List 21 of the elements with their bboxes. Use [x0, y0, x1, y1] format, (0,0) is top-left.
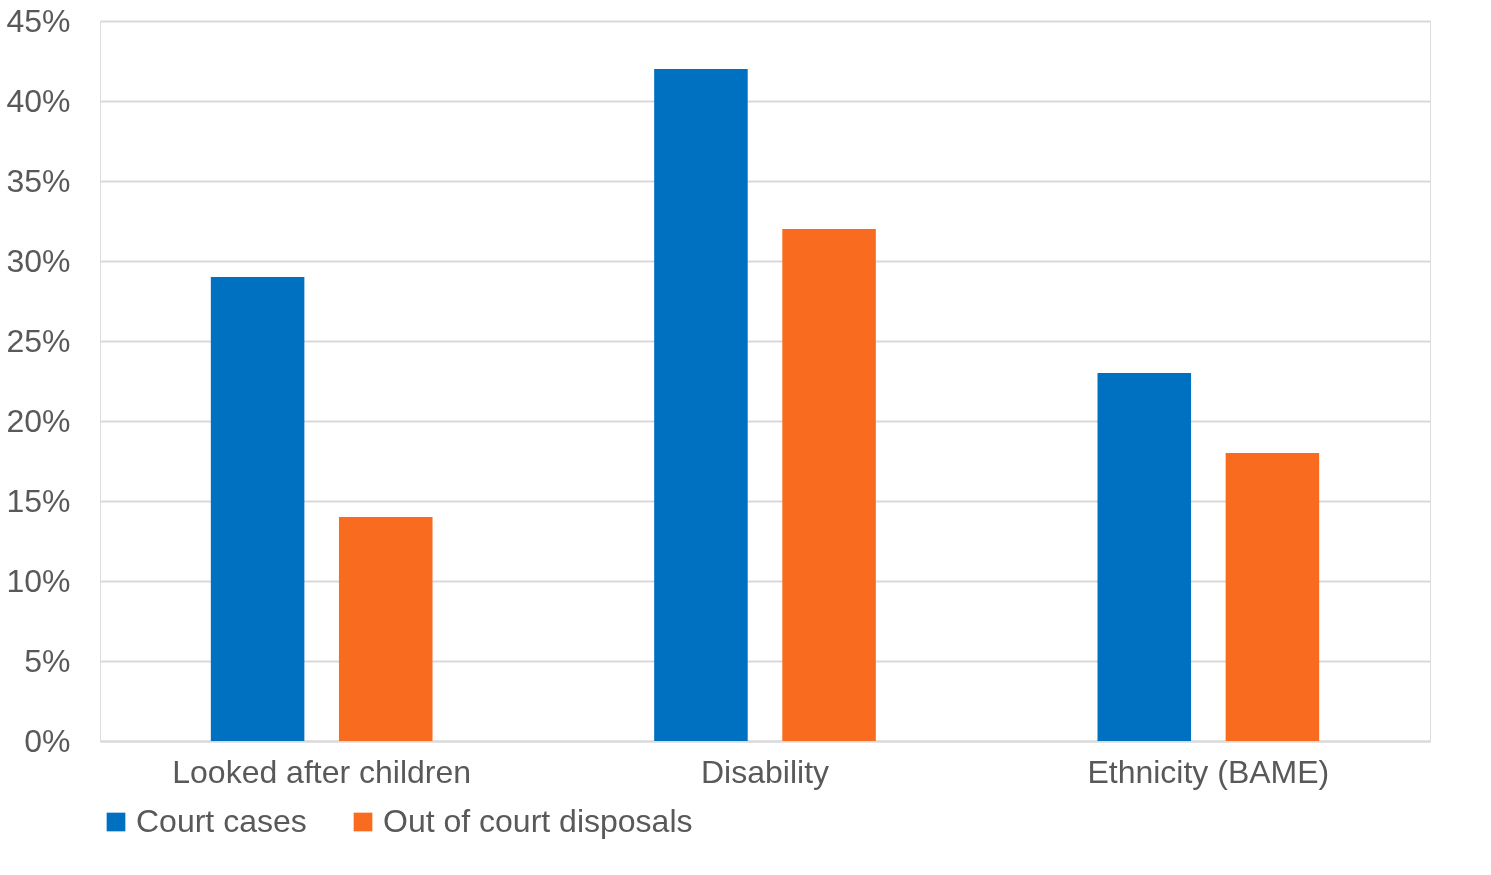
bar — [1225, 453, 1320, 741]
y-tick-label: 30% — [6, 242, 71, 279]
y-tick-label: 35% — [6, 162, 71, 199]
bar — [782, 229, 876, 741]
y-tick-label: 10% — [6, 562, 71, 599]
bar — [1097, 373, 1192, 741]
legend-label: Out of court disposals — [383, 803, 693, 839]
x-tick-label: Ethnicity (BAME) — [1087, 753, 1330, 790]
legend-label: Court cases — [136, 803, 307, 839]
y-tick-label: 40% — [6, 82, 71, 119]
y-tick-label: 20% — [6, 402, 71, 439]
y-tick-label: 45% — [6, 2, 71, 39]
y-tick-label: 0% — [24, 722, 71, 759]
y-tick-label: 5% — [24, 642, 71, 679]
x-tick-label: Looked after children — [172, 753, 472, 790]
y-tick-label: 25% — [6, 322, 71, 359]
x-tick-label: Disability — [700, 753, 830, 790]
bar — [338, 517, 433, 741]
bar — [210, 277, 305, 741]
bar — [654, 69, 748, 741]
y-tick-label: 15% — [6, 482, 71, 519]
